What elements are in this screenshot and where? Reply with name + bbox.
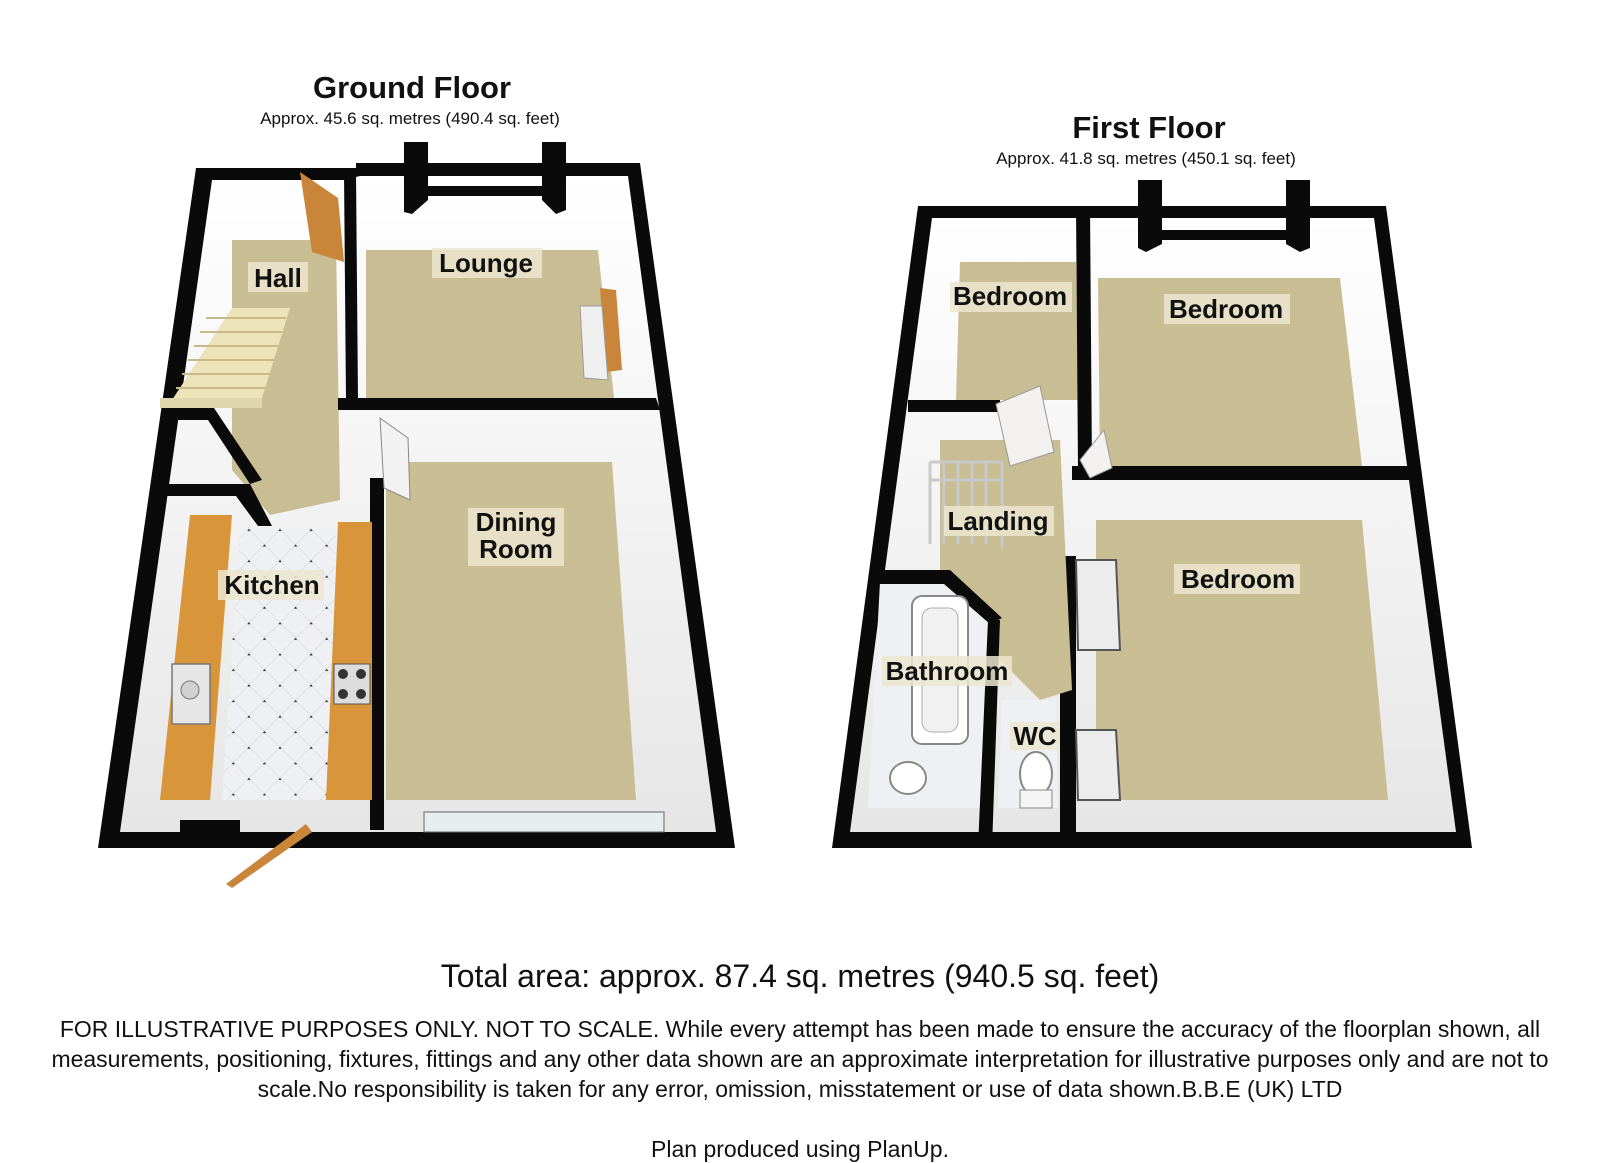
- lounge-bay-window: [404, 142, 566, 214]
- kitchen-hob: [333, 663, 371, 705]
- room-label-bathroom: Bathroom: [886, 656, 1009, 686]
- first-floor-wall-3: [1072, 466, 1414, 480]
- ground-internal-wall-vertical: [344, 172, 358, 400]
- ground-floor-area: Approx. 45.6 sq. metres (490.4 sq. feet): [260, 109, 560, 128]
- dining-wall: [370, 478, 384, 830]
- first-floor-wall-1: [1076, 206, 1092, 470]
- bedroom-front-floor: [1098, 278, 1362, 466]
- lounge-floor: [366, 250, 614, 398]
- ground-floor-plan: Ground Floor Approx. 45.6 sq. metres (49…: [98, 70, 735, 888]
- room-label-landing: Landing: [947, 506, 1048, 536]
- wardrobe-lower: [1074, 729, 1122, 801]
- disclaimer-text: FOR ILLUSTRATIVE PURPOSES ONLY. NOT TO S…: [51, 1016, 1549, 1102]
- kitchen-worktop-left: [160, 515, 232, 800]
- landing-banister: [928, 460, 1004, 548]
- first-floor-bay-window: [1138, 180, 1310, 252]
- room-label-dining: Dining: [476, 507, 557, 537]
- first-floor-wall-2: [908, 400, 1000, 412]
- kitchen-back-door: [226, 824, 312, 888]
- wardrobe-upper: [1074, 559, 1122, 651]
- room-label-wc: WC: [1013, 721, 1057, 751]
- room-label-bedroom-front: Bedroom: [1169, 294, 1283, 324]
- wc-toilet: [1019, 751, 1053, 797]
- bedroom-rear-floor: [1096, 520, 1388, 800]
- kitchen-partition: [160, 484, 272, 526]
- room-label-lounge: Lounge: [439, 248, 533, 278]
- room-label-dining-room: Room: [479, 534, 553, 564]
- room-label-bedroom-rear: Bedroom: [1181, 564, 1295, 594]
- dining-patio-doors: [423, 811, 665, 833]
- bathroom-basin: [889, 761, 927, 795]
- landing-door-1: [995, 385, 1055, 467]
- ground-internal-wall: [338, 398, 660, 410]
- first-floor-title: First Floor: [1072, 110, 1225, 145]
- staircase: [160, 308, 290, 408]
- total-area: Total area: approx. 87.4 sq. metres (940…: [440, 958, 1160, 994]
- dining-door: [379, 416, 411, 501]
- ground-floor-title: Ground Floor: [313, 70, 511, 105]
- plan-credit: Plan produced using PlanUp.: [651, 1136, 949, 1162]
- first-floor-plan: First Floor Approx. 41.8 sq. metres (450…: [832, 110, 1472, 848]
- first-floor-area: Approx. 41.8 sq. metres (450.1 sq. feet): [996, 149, 1296, 168]
- hall-front-door: [300, 172, 344, 262]
- floorplan-diagram: Ground Floor Approx. 45.6 sq. metres (49…: [98, 70, 1472, 888]
- hall-cupboard-wall: [168, 408, 262, 484]
- room-label-kitchen: Kitchen: [224, 570, 319, 600]
- landing-door-2: [1079, 428, 1113, 479]
- dining-room-floor: [386, 462, 636, 800]
- room-label-hall: Hall: [254, 263, 302, 293]
- kitchen-worktop-right: [326, 522, 372, 800]
- room-label-bedroom-small: Bedroom: [953, 281, 1067, 311]
- kitchen-floor: [222, 528, 336, 800]
- bathroom-wall: [872, 570, 1002, 624]
